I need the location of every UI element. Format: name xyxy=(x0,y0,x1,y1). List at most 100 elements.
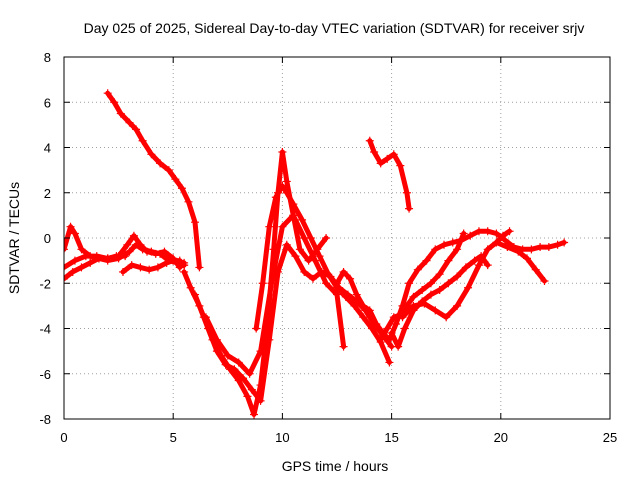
data-point xyxy=(409,292,418,301)
x-axis-label: GPS time / hours xyxy=(282,458,389,474)
data-point xyxy=(223,351,232,360)
data-point xyxy=(514,247,523,256)
series-band xyxy=(105,90,202,270)
data-point xyxy=(492,229,501,238)
series-band xyxy=(203,212,347,377)
series-track-10 xyxy=(333,227,569,344)
data-point xyxy=(245,369,254,378)
data-point xyxy=(239,374,248,383)
data-point xyxy=(160,247,169,256)
series-band xyxy=(378,231,467,343)
data-point xyxy=(422,256,431,265)
axis-ticks xyxy=(63,56,611,420)
data-point xyxy=(129,231,138,240)
data-point xyxy=(553,240,562,249)
data-point xyxy=(442,313,451,322)
data-point xyxy=(171,175,180,184)
x-tick-label: 0 xyxy=(60,430,67,445)
data-point xyxy=(409,306,418,315)
data-point xyxy=(461,263,470,272)
y-tick-label: 6 xyxy=(44,95,51,110)
series-track-14 xyxy=(387,252,492,351)
y-tick-label: 4 xyxy=(44,141,51,156)
data-point xyxy=(164,166,173,175)
data-point xyxy=(191,218,200,227)
data-point xyxy=(184,197,193,206)
data-point xyxy=(398,313,407,322)
data-point xyxy=(370,148,379,157)
data-point xyxy=(81,252,90,261)
data-point xyxy=(418,297,427,306)
data-point xyxy=(142,247,151,256)
data-point xyxy=(367,324,376,333)
data-point xyxy=(544,243,553,252)
data-point xyxy=(527,245,536,254)
series-track-11 xyxy=(365,136,414,213)
data-point xyxy=(492,238,501,247)
data-point xyxy=(289,200,298,209)
data-point xyxy=(125,247,134,256)
data-point xyxy=(298,215,307,224)
data-point xyxy=(453,272,462,281)
series-track-4 xyxy=(118,256,189,276)
series-track-15 xyxy=(492,238,549,285)
data-point xyxy=(400,324,409,333)
y-tick-label: 8 xyxy=(44,50,51,65)
data-point xyxy=(322,279,331,288)
series-track-8 xyxy=(201,211,348,378)
data-point xyxy=(225,365,234,374)
data-point xyxy=(121,252,130,261)
data-point xyxy=(440,240,449,249)
data-point xyxy=(453,245,462,254)
data-point xyxy=(136,240,145,249)
data-point xyxy=(359,301,368,310)
data-point xyxy=(418,286,427,295)
data-point xyxy=(77,245,86,254)
data-point xyxy=(201,313,210,322)
data-point xyxy=(405,279,414,288)
data-point xyxy=(195,263,204,272)
data-point xyxy=(474,227,483,236)
data-point xyxy=(536,243,545,252)
data-point xyxy=(341,292,350,301)
data-point xyxy=(278,148,287,157)
data-point xyxy=(282,188,291,197)
data-point xyxy=(177,184,186,193)
data-point xyxy=(477,252,486,261)
data-point xyxy=(311,256,320,265)
x-tick-label: 20 xyxy=(494,430,508,445)
y-tick-label: -4 xyxy=(39,322,51,337)
data-point xyxy=(394,342,403,351)
data-point xyxy=(372,319,381,328)
data-point xyxy=(523,254,532,263)
x-tick-label: 15 xyxy=(384,430,398,445)
data-point xyxy=(64,274,68,283)
data-point xyxy=(278,222,287,231)
data-point xyxy=(505,227,514,236)
data-point xyxy=(252,324,261,333)
data-point xyxy=(94,254,103,263)
data-point xyxy=(385,358,394,367)
x-tick-label: 10 xyxy=(275,430,289,445)
data-point xyxy=(376,159,385,168)
data-point xyxy=(70,229,79,238)
data-point xyxy=(376,335,385,344)
data-point xyxy=(560,238,569,247)
data-point xyxy=(402,188,411,197)
data-point xyxy=(405,204,414,213)
data-point xyxy=(444,256,453,265)
data-point xyxy=(77,263,86,272)
data-point xyxy=(212,335,221,344)
data-point xyxy=(147,150,156,159)
data-point xyxy=(383,324,392,333)
data-point xyxy=(127,261,136,270)
data-point xyxy=(191,290,200,299)
data-point xyxy=(234,358,243,367)
data-point xyxy=(474,261,483,270)
data-point xyxy=(300,267,309,276)
grid xyxy=(64,57,610,419)
data-point xyxy=(153,263,162,272)
x-tick-label: 5 xyxy=(170,430,177,445)
series-track-12 xyxy=(376,229,468,344)
